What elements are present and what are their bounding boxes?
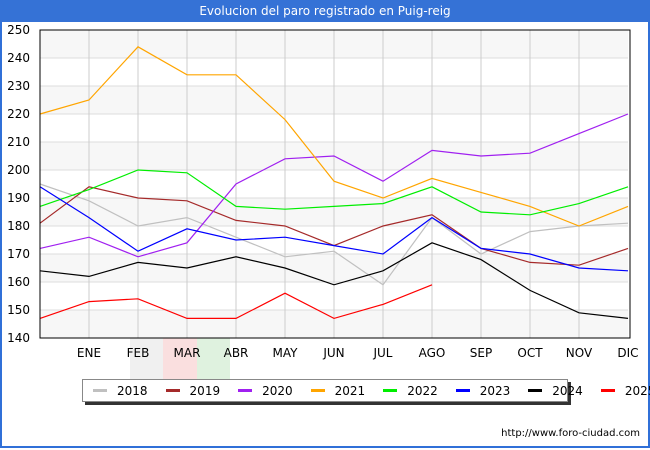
legend-item-2025: 2025 [600,383,650,398]
legend-swatch [528,389,543,392]
source-credit: http://www.foro-ciudad.com [501,428,640,439]
legend-item-2019: 2019 [165,383,221,398]
legend-item-2023: 2023 [455,383,511,398]
legend-swatch [238,389,253,392]
legend-item-2018: 2018 [93,384,148,398]
legend-item-2021: 2021 [310,383,366,398]
y-tick-label: 250 [7,23,30,37]
y-tick-label: 230 [7,79,30,93]
y-tick-label: 220 [7,107,30,121]
legend-item-2022: 2022 [383,384,438,398]
legend-swatch [455,389,470,392]
y-tick-label: 200 [7,163,30,177]
legend-swatch [383,389,398,392]
legend-item-2024: 2024 [528,384,583,398]
y-tick-label: 140 [7,331,30,345]
y-tick-label: 240 [7,51,30,65]
x-tick-label: AGO [419,346,446,360]
legend-label: 2019 [189,383,221,398]
x-tick-label: SEP [470,346,492,360]
legend-label: 2022 [407,383,438,398]
y-tick-label: 210 [7,135,30,149]
legend: 2018 2019 2020 2021 2022 2023 2024 2025 [82,379,650,402]
x-tick-label: ABR [224,346,249,360]
legend-swatch [310,389,325,392]
legend-label: 2020 [262,383,293,398]
legend-swatch [93,389,107,392]
legend-label: 2021 [334,383,366,398]
legend-swatch [600,389,615,392]
x-tick-label: OCT [517,346,543,360]
legend-label: 2023 [479,383,511,398]
x-tick-label: JUL [372,346,392,360]
plot-border [39,29,631,339]
y-tick-label: 180 [7,219,30,233]
chart-title: Evolucion del paro registrado en Puig-re… [0,0,650,22]
legend-label: 2024 [552,383,583,398]
x-tick-label: DIC [617,346,638,360]
y-tick-label: 190 [7,191,30,205]
x-tick-label: MAR [174,346,201,360]
watermark-flag [130,336,230,380]
legend-swatch [165,389,180,392]
y-tick-label: 160 [7,275,30,289]
x-tick-label: FEB [127,346,150,360]
y-tick-label: 150 [7,303,30,317]
x-tick-label: JUN [322,346,344,360]
x-tick-label: NOV [566,346,593,360]
legend-label: 2025 [624,383,650,398]
legend-item-2020: 2020 [238,384,293,398]
y-tick-label: 170 [7,247,30,261]
x-tick-label: MAY [273,346,299,360]
x-tick-label: ENE [77,346,101,360]
legend-label: 2018 [117,383,148,398]
